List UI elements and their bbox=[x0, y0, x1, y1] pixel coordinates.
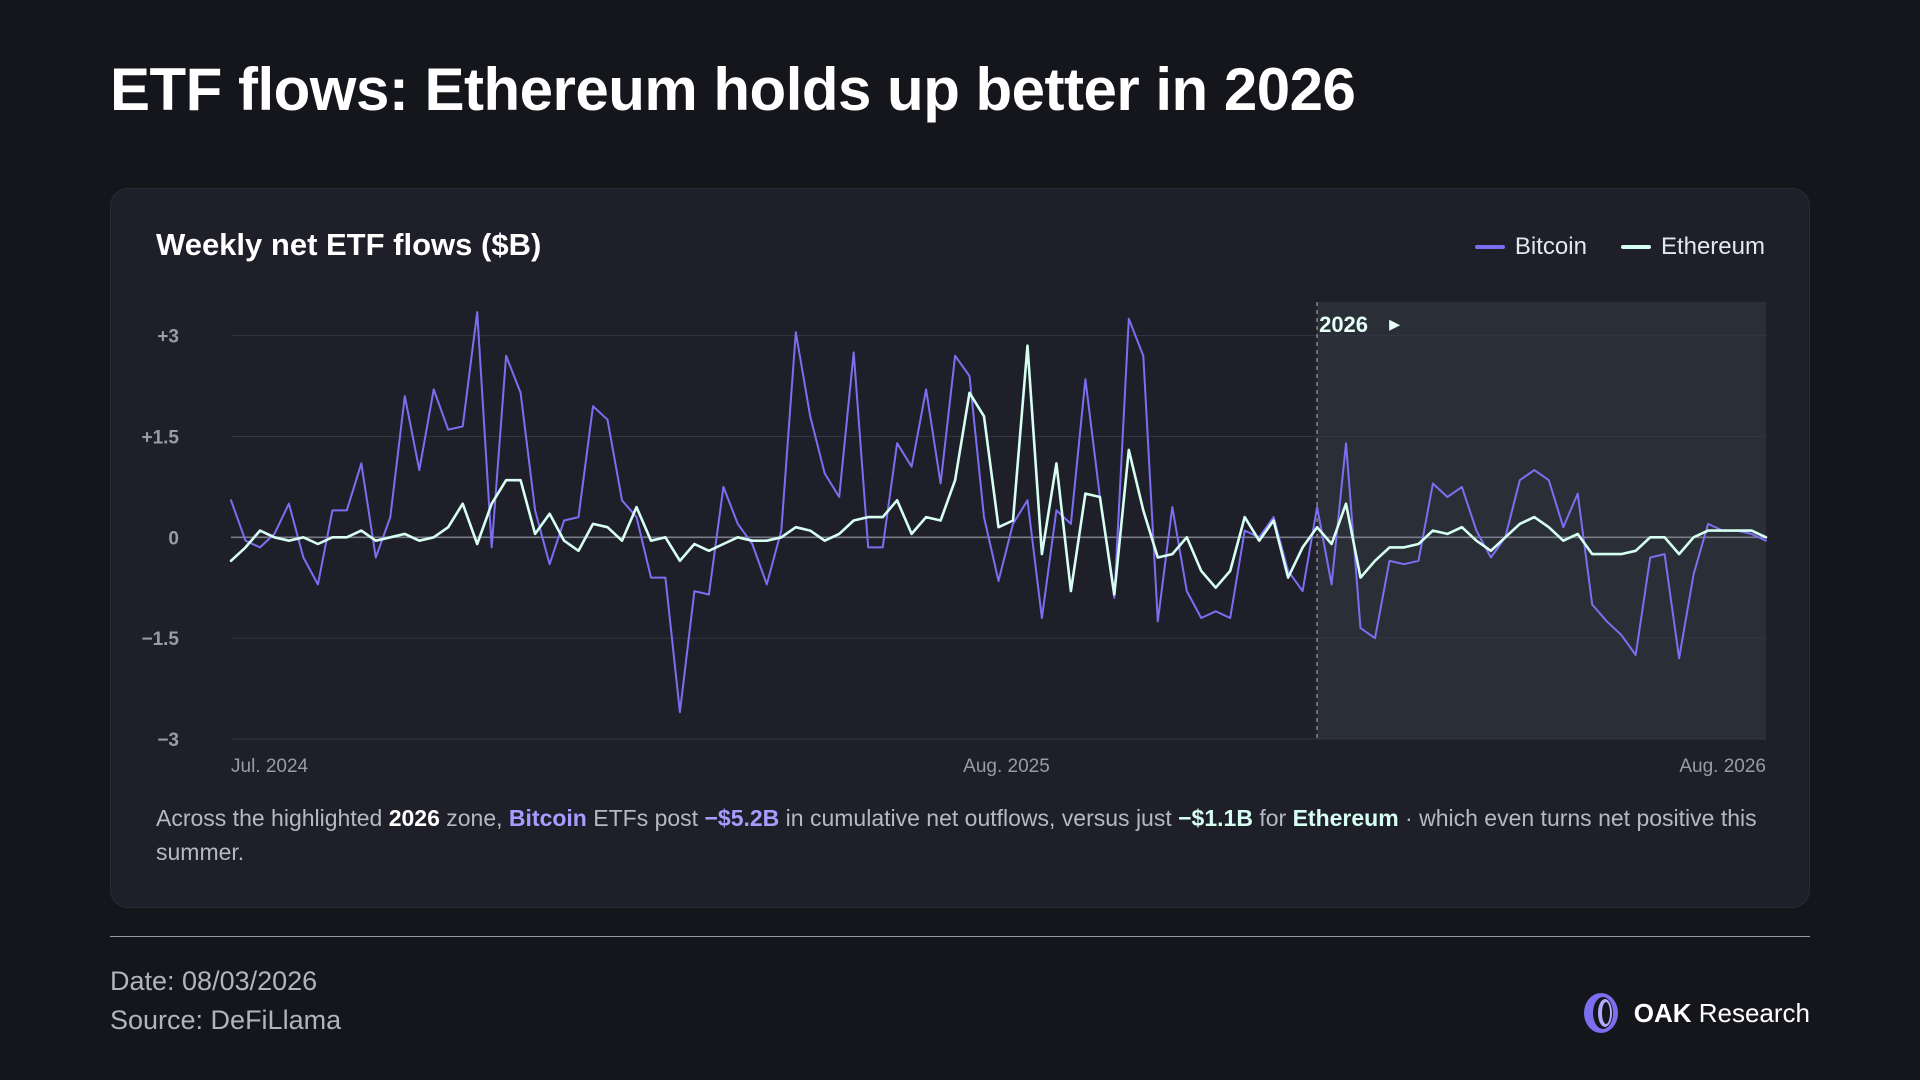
y-tick-label: 0 bbox=[168, 528, 179, 549]
caption-ethereum: Ethereum bbox=[1292, 805, 1399, 831]
chart-card: Weekly net ETF flows ($B) Bitcoin Ethere… bbox=[110, 188, 1810, 908]
oak-logo-icon bbox=[1583, 993, 1618, 1033]
caption-text-3: ETFs post bbox=[586, 805, 705, 831]
y-tick-label: +1.5 bbox=[141, 427, 179, 448]
caption-year: 2026 bbox=[388, 805, 440, 831]
caption-text-2: zone, bbox=[439, 805, 509, 831]
chart-caption: Across the highlighted 2026 zone, Bitcoi… bbox=[156, 801, 1766, 869]
x-tick-label: Jul. 2024 bbox=[231, 756, 309, 777]
caption-bitcoin: Bitcoin bbox=[508, 805, 587, 831]
chart-title: Weekly net ETF flows ($B) bbox=[156, 227, 542, 262]
x-tick-label: Aug. 2026 bbox=[1679, 756, 1766, 777]
chart-legend: Bitcoin Ethereum bbox=[1474, 233, 1765, 261]
brand: OAK Research bbox=[1582, 992, 1810, 1034]
legend-item-ethereum[interactable]: Ethereum bbox=[1620, 233, 1765, 261]
brand-name-rest: Research bbox=[1691, 997, 1810, 1028]
y-tick-label: +3 bbox=[157, 327, 179, 348]
caption-text-6: · which even turns net positive this sum… bbox=[156, 805, 1757, 865]
highlight-zone bbox=[1317, 302, 1766, 739]
caption-ethereum-outflow: −$1.1B bbox=[1178, 805, 1253, 831]
x-tick-label: Aug. 2025 bbox=[963, 756, 1050, 777]
legend-swatch-bitcoin bbox=[1474, 245, 1505, 249]
legend-item-bitcoin[interactable]: Bitcoin bbox=[1474, 233, 1587, 261]
caption-text-1: Across the highlighted bbox=[156, 805, 389, 831]
legend-label-bitcoin: Bitcoin bbox=[1514, 233, 1587, 260]
zone-label: 2026 bbox=[1319, 312, 1368, 337]
brand-name: OAK Research bbox=[1634, 998, 1810, 1029]
series-line-bitcoin bbox=[230, 311, 1767, 714]
caption-bitcoin-outflow: −$5.2B bbox=[704, 805, 780, 831]
footer-meta: Date: 08/03/2026 Source: DeFiLlama bbox=[110, 962, 341, 1040]
brand-name-bold: OAK bbox=[1633, 997, 1692, 1028]
line-chart: +3 +1.5 0 −1.5 −3 2026 ▸ Jul. 2024 Aug. 2025 Aug.… bbox=[141, 302, 1768, 777]
footer-date: Date: 08/03/2026 bbox=[110, 966, 318, 996]
y-tick-label: −1.5 bbox=[141, 629, 179, 650]
page-title: ETF flows: Ethereum holds up better in 2… bbox=[110, 56, 1356, 123]
series-line-ethereum bbox=[229, 344, 1768, 596]
caption-text-4: in cumulative net outflows, versus just bbox=[779, 805, 1179, 831]
footer-divider bbox=[110, 936, 1810, 937]
legend-swatch-ethereum bbox=[1620, 245, 1651, 249]
y-tick-label: −3 bbox=[157, 730, 179, 751]
legend-label-ethereum: Ethereum bbox=[1660, 233, 1765, 260]
caption-text-5: for bbox=[1252, 805, 1293, 831]
footer-source: Source: DeFiLlama bbox=[110, 1005, 342, 1035]
zone-marker-icon: ▸ bbox=[1389, 311, 1400, 336]
